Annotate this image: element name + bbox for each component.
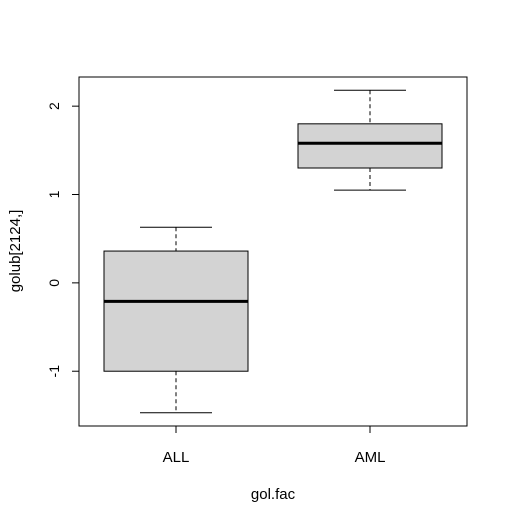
y-tick-label: 0 xyxy=(46,279,62,287)
y-tick-label: -1 xyxy=(46,365,62,378)
box-all xyxy=(103,226,249,414)
x-tick-label: AML xyxy=(355,449,386,466)
box-rect xyxy=(297,123,443,169)
x-axis: ALL AML xyxy=(163,426,386,466)
box-rect xyxy=(103,250,249,372)
y-axis: -1 0 1 2 xyxy=(46,102,79,377)
y-tick-label: 2 xyxy=(46,102,62,110)
boxes xyxy=(103,89,443,414)
y-axis-label: golub[2124,] xyxy=(7,210,24,293)
box-aml xyxy=(297,89,443,191)
plot-frame xyxy=(78,76,468,427)
x-axis-label: gol.fac xyxy=(251,486,296,503)
y-tick-label: 1 xyxy=(46,190,62,198)
x-tick-label: ALL xyxy=(163,449,190,466)
